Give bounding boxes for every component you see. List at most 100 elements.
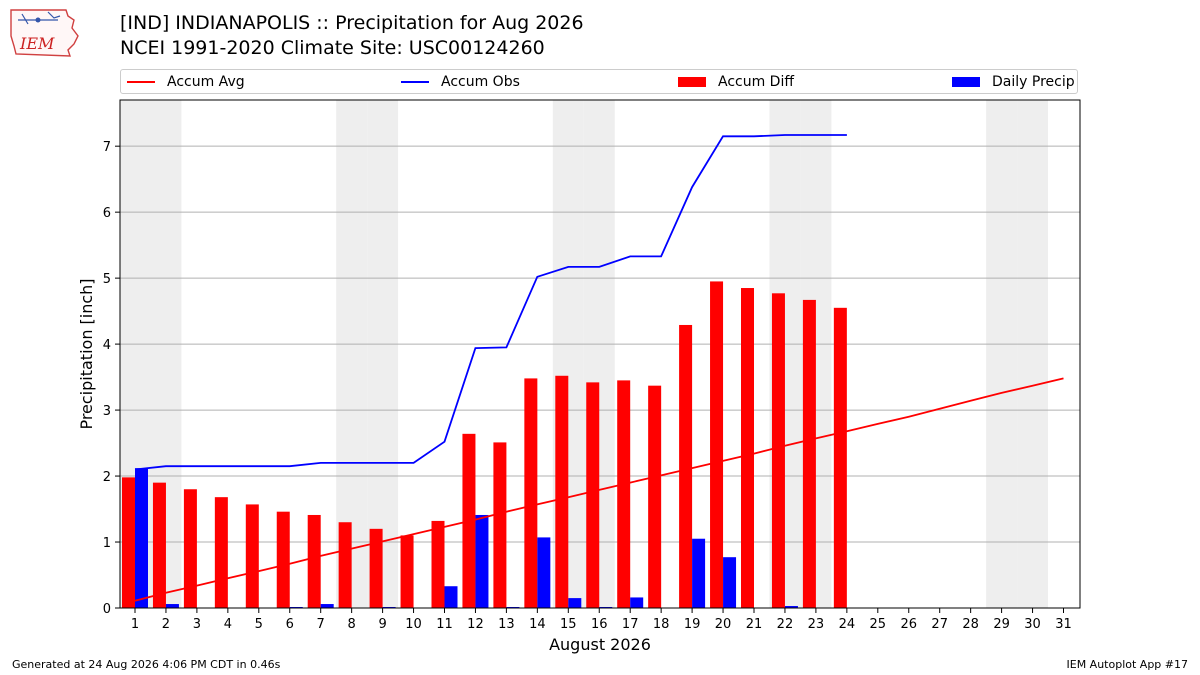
x-tick-label: 28 — [962, 617, 979, 632]
plot-frame — [119, 99, 1081, 609]
legend-label-daily-precip: Daily Precip — [992, 74, 1075, 90]
x-tick-label: 14 — [529, 617, 546, 632]
accum-diff-bar — [802, 299, 816, 608]
accum-diff-bar — [307, 514, 321, 608]
x-tick-label: 22 — [777, 617, 794, 632]
x-tick-label: 7 — [317, 617, 325, 632]
daily-precip-bar — [537, 537, 551, 608]
legend-item-accum-diff: Accum Diff — [678, 70, 794, 94]
accum-diff-bar — [555, 375, 569, 608]
x-tick-label: 17 — [622, 617, 639, 632]
x-tick-label: 30 — [1024, 617, 1041, 632]
x-tick-label: 9 — [378, 617, 386, 632]
legend: Accum Avg Accum Obs Accum Diff Daily Pre… — [120, 69, 1078, 94]
accum-diff-bar — [122, 477, 135, 608]
x-tick-label: 31 — [1055, 617, 1072, 632]
accum-obs-line — [134, 134, 847, 471]
legend-swatch-accum-diff — [678, 77, 706, 87]
y-tick-label: 5 — [103, 272, 111, 287]
footer-generated: Generated at 24 Aug 2026 4:06 PM CDT in … — [12, 658, 281, 671]
y-tick-label: 0 — [103, 602, 111, 617]
accum-diff-bar — [710, 281, 724, 608]
daily-precip-bar — [784, 606, 798, 608]
x-tick-label: 15 — [560, 617, 577, 632]
x-tick-label: 20 — [715, 617, 732, 632]
x-tick-label: 11 — [436, 617, 453, 632]
x-tick-label: 1 — [131, 617, 139, 632]
accum-diff-bar — [833, 307, 847, 608]
chart-title: [IND] INDIANAPOLIS :: Precipitation for … — [120, 12, 584, 34]
daily-precip-bar — [568, 598, 582, 608]
x-tick-label: 8 — [348, 617, 356, 632]
y-tick-label: 1 — [103, 536, 111, 551]
accum-diff-bar — [771, 293, 785, 608]
daily-precip-bar — [444, 586, 458, 608]
daily-precip-bar — [475, 514, 489, 608]
accum-diff-bar — [648, 385, 662, 608]
x-tick-label: 3 — [193, 617, 201, 632]
x-tick-label: 19 — [684, 617, 701, 632]
accum-diff-bar — [245, 504, 259, 608]
legend-item-daily-precip: Daily Precip — [952, 70, 1075, 94]
legend-swatch-accum-obs — [401, 81, 429, 83]
accum-diff-bar — [524, 378, 538, 608]
x-tick-label: 23 — [808, 617, 825, 632]
x-tick-label: 4 — [224, 617, 232, 632]
y-tick-label: 3 — [103, 404, 111, 419]
legend-item-accum-avg: Accum Avg — [127, 70, 245, 94]
legend-label-accum-diff: Accum Diff — [718, 74, 795, 90]
x-tick-label: 13 — [498, 617, 515, 632]
weekend-band — [367, 100, 399, 608]
accum-diff-bar — [369, 528, 383, 608]
footer-app: IEM Autoplot App #17 — [1066, 658, 1189, 671]
accum-diff-bar — [679, 324, 693, 608]
accum-diff-bar — [617, 380, 631, 608]
accum-diff-bar — [276, 511, 290, 608]
y-tick-label: 4 — [103, 338, 111, 353]
legend-swatch-accum-avg — [127, 81, 155, 83]
accum-diff-bar — [586, 382, 600, 608]
accum-diff-bar — [493, 442, 507, 608]
weekend-band — [986, 100, 1018, 608]
accum-diff-bar — [431, 520, 445, 608]
accum-diff-bar — [338, 522, 352, 608]
y-tick-label: 6 — [103, 206, 111, 221]
legend-swatch-daily-precip — [952, 77, 980, 87]
x-tick-label: 16 — [591, 617, 608, 632]
legend-item-accum-obs: Accum Obs — [401, 70, 520, 94]
accum-diff-bar — [183, 489, 197, 608]
x-tick-label: 29 — [993, 617, 1010, 632]
accum-diff-bar — [152, 482, 166, 608]
x-tick-label: 5 — [255, 617, 263, 632]
x-tick-label: 25 — [870, 617, 887, 632]
accum-diff-bar — [400, 535, 414, 608]
iem-logo: IEM — [10, 9, 79, 57]
x-tick-label: 2 — [162, 617, 170, 632]
legend-label-accum-obs: Accum Obs — [441, 74, 520, 90]
y-axis-label: Precipitation [inch] — [77, 278, 96, 429]
x-tick-label: 21 — [746, 617, 763, 632]
x-axis-label: August 2026 — [549, 635, 651, 654]
daily-precip-bar — [320, 604, 334, 608]
daily-precip-bar — [723, 557, 737, 608]
accum-avg-line — [134, 377, 1064, 602]
accum-diff-bar — [214, 497, 228, 608]
daily-precip-bar — [165, 604, 179, 608]
daily-precip-bar — [692, 538, 706, 608]
legend-label-accum-avg: Accum Avg — [167, 74, 245, 90]
x-tick-label: 12 — [467, 617, 484, 632]
chart-subtitle: NCEI 1991-2020 Climate Site: USC00124260 — [120, 37, 545, 59]
y-tick-label: 7 — [103, 140, 111, 155]
weekend-band — [1017, 100, 1049, 608]
daily-precip-bar — [135, 468, 148, 608]
accum-diff-bar — [741, 288, 754, 608]
x-tick-label: 10 — [405, 617, 422, 632]
logo-text: IEM — [19, 34, 55, 53]
x-tick-label: 24 — [839, 617, 856, 632]
y-tick-label: 2 — [103, 470, 111, 485]
daily-precip-bar — [630, 597, 644, 608]
x-tick-label: 26 — [900, 617, 917, 632]
x-tick-label: 6 — [286, 617, 294, 632]
x-tick-label: 27 — [931, 617, 948, 632]
